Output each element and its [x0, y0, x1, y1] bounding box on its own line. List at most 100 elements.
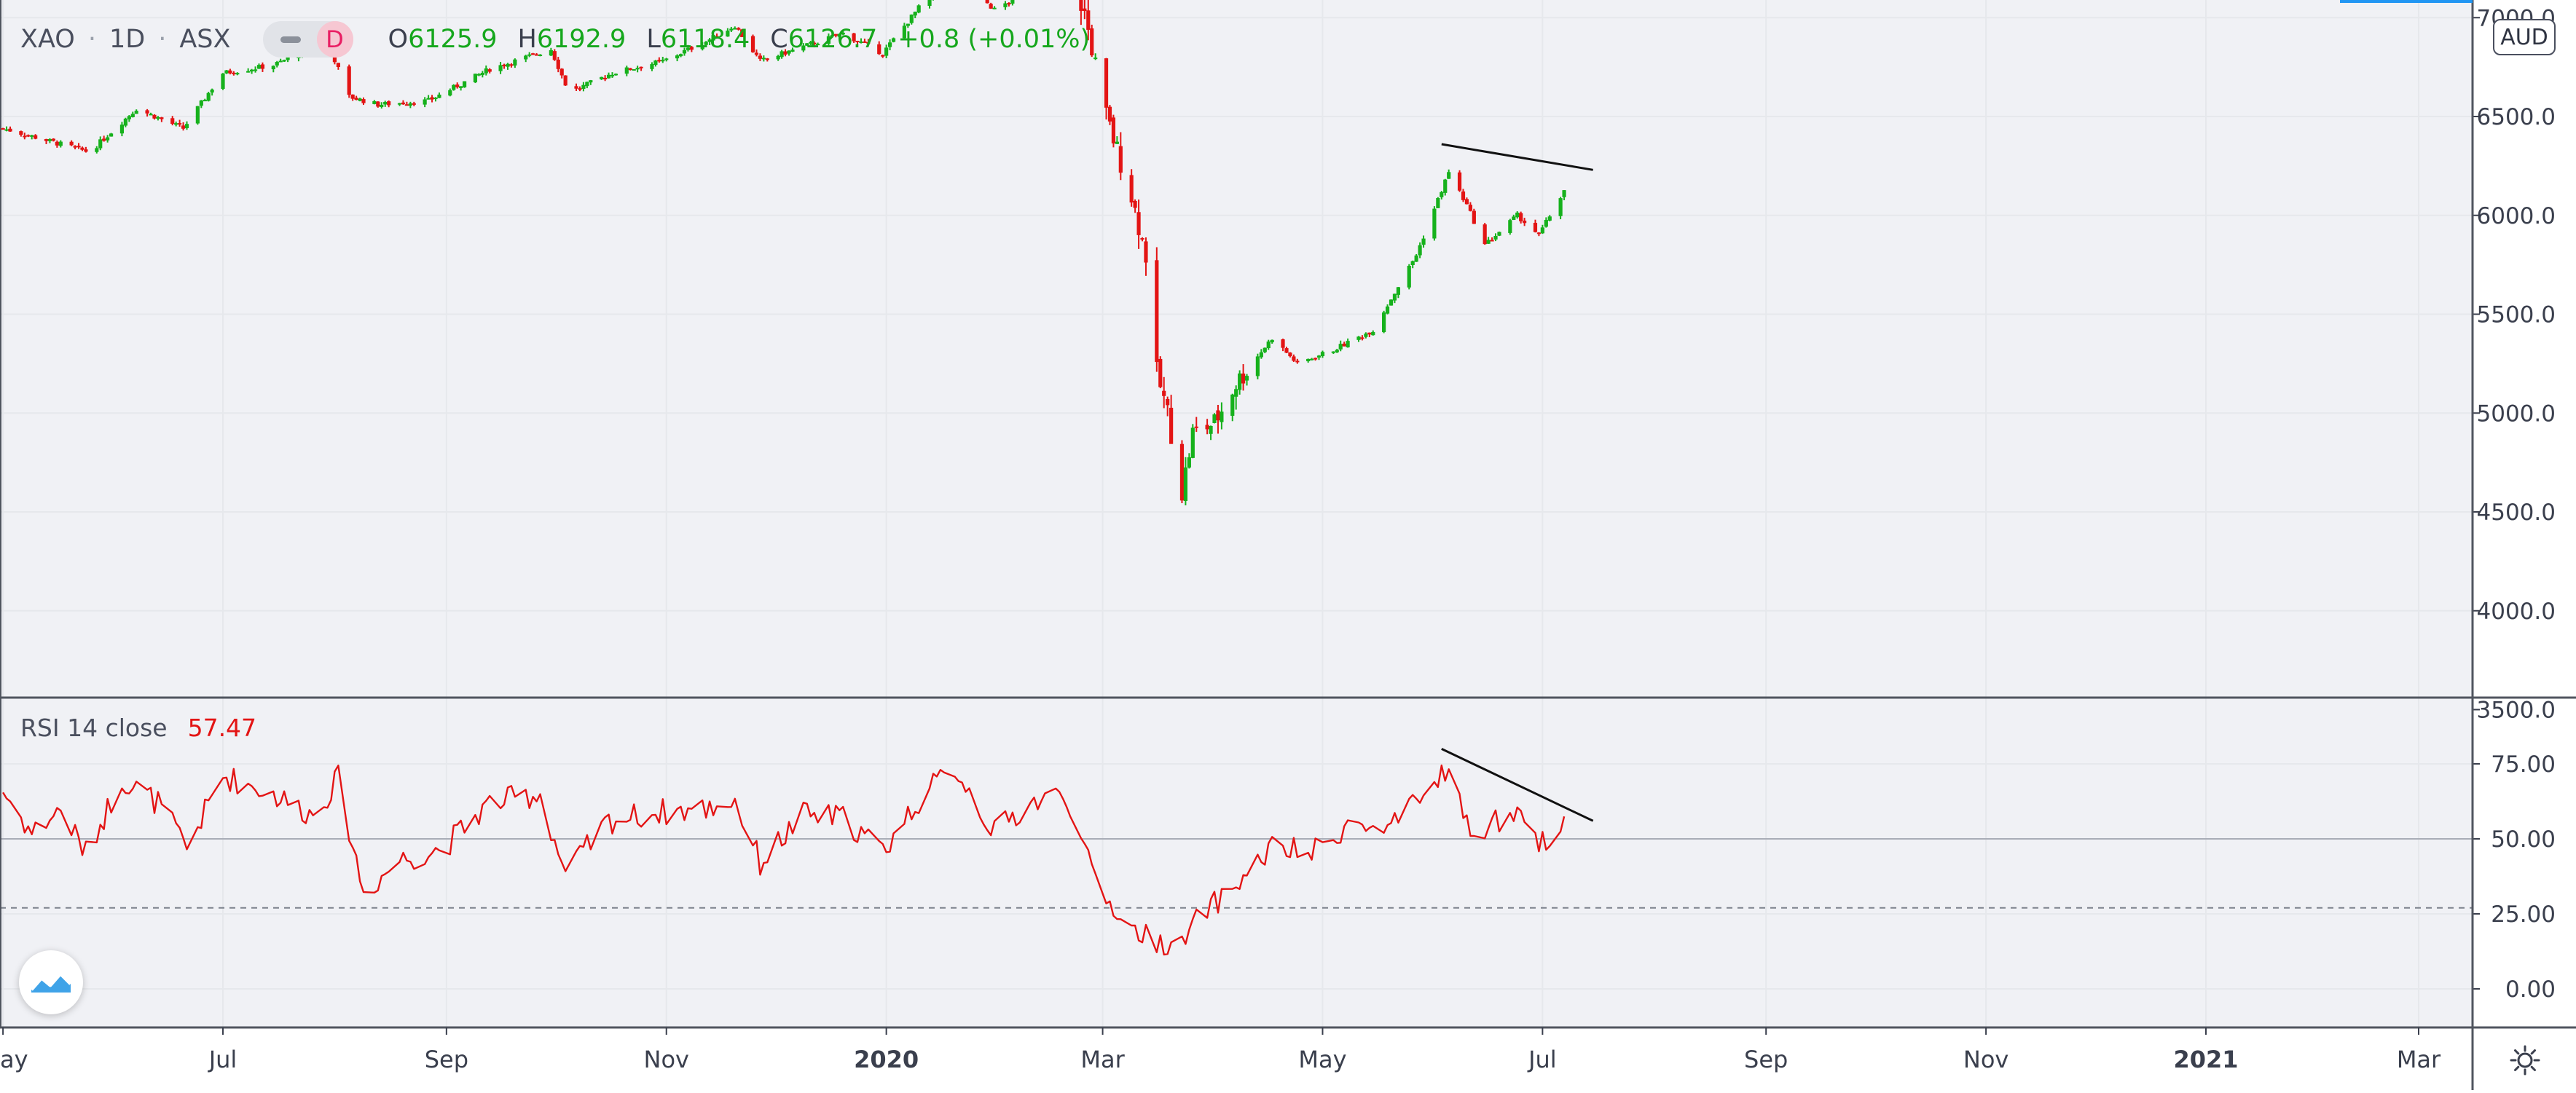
candle-body[interactable]	[408, 103, 412, 106]
candle-body[interactable]	[278, 60, 283, 63]
candle-body[interactable]	[1515, 212, 1520, 218]
candle-body[interactable]	[816, 44, 820, 46]
candle-body[interactable]	[47, 139, 52, 141]
candle-body[interactable]	[433, 98, 438, 100]
candle-body[interactable]	[664, 58, 669, 60]
candle-body[interactable]	[1281, 339, 1285, 348]
candle-body[interactable]	[235, 73, 240, 75]
candle-body[interactable]	[1335, 350, 1339, 352]
candle-body[interactable]	[404, 104, 409, 106]
candle-body[interactable]	[877, 44, 881, 55]
candle-body[interactable]	[256, 65, 262, 69]
gear-icon[interactable]	[2506, 1041, 2544, 1079]
candle-body[interactable]	[1418, 245, 1422, 256]
interval-badge[interactable]: D	[316, 21, 353, 58]
candle-body[interactable]	[84, 149, 88, 152]
candle-body[interactable]	[286, 57, 290, 60]
candle-body[interactable]	[1483, 224, 1487, 245]
candle-body[interactable]	[1414, 255, 1418, 262]
candle-body[interactable]	[1144, 241, 1148, 263]
candle-body[interactable]	[556, 59, 560, 69]
candle-body[interactable]	[1093, 58, 1098, 60]
candle-body[interactable]	[455, 84, 460, 87]
candle-body[interactable]	[1238, 373, 1242, 390]
candle-body[interactable]	[632, 69, 636, 71]
candle-body[interactable]	[487, 69, 492, 72]
candle-body[interactable]	[358, 98, 362, 101]
candle-body[interactable]	[992, 7, 997, 9]
candle-body[interactable]	[686, 47, 691, 50]
candle-body[interactable]	[574, 86, 578, 89]
candle-body[interactable]	[69, 141, 74, 146]
candle-body[interactable]	[859, 42, 863, 44]
candle-body[interactable]	[1284, 348, 1289, 353]
candle-body[interactable]	[704, 42, 708, 45]
candle-body[interactable]	[401, 102, 406, 105]
candle-body[interactable]	[1136, 212, 1141, 235]
candle-body[interactable]	[578, 88, 582, 90]
candle-body[interactable]	[34, 135, 38, 139]
candle-body[interactable]	[790, 50, 795, 52]
candle-body[interactable]	[473, 74, 478, 83]
candle-body[interactable]	[624, 67, 629, 74]
candle-body[interactable]	[1519, 213, 1523, 221]
candle-body[interactable]	[1292, 356, 1296, 361]
candle-body[interactable]	[1162, 390, 1166, 396]
rsi-line[interactable]	[2, 764, 1566, 956]
candle-body[interactable]	[430, 97, 434, 100]
candle-body[interactable]	[1194, 426, 1198, 428]
price-pane[interactable]	[0, 0, 2473, 697]
candle-body[interactable]	[906, 23, 910, 26]
rsi-pane[interactable]	[0, 698, 2473, 1027]
candle-body[interactable]	[95, 148, 99, 152]
candle-body[interactable]	[1266, 342, 1271, 349]
candle-body[interactable]	[1104, 58, 1109, 108]
candle-body[interactable]	[1512, 216, 1516, 221]
candle-body[interactable]	[484, 68, 488, 74]
candle-body[interactable]	[152, 114, 157, 119]
candle-body[interactable]	[1133, 200, 1137, 208]
candle-body[interactable]	[271, 66, 275, 70]
candle-body[interactable]	[1086, 10, 1091, 30]
candle-body[interactable]	[1216, 410, 1220, 421]
candle-body[interactable]	[639, 66, 643, 68]
candle-body[interactable]	[1440, 192, 1444, 197]
candle-body[interactable]	[1457, 172, 1462, 191]
candle-body[interactable]	[1432, 208, 1437, 239]
legend-interval[interactable]: 1D	[109, 25, 146, 54]
candle-body[interactable]	[383, 101, 388, 105]
candle-body[interactable]	[509, 64, 514, 66]
candle-body[interactable]	[426, 98, 431, 100]
candle-body[interactable]	[448, 90, 452, 96]
candle-body[interactable]	[884, 47, 889, 56]
candle-body[interactable]	[178, 123, 182, 125]
candle-body[interactable]	[423, 99, 427, 105]
candle-body[interactable]	[498, 65, 503, 71]
candle-body[interactable]	[585, 82, 589, 87]
candle-body[interactable]	[1342, 343, 1346, 347]
candle-body[interactable]	[336, 63, 340, 67]
candle-body[interactable]	[1346, 341, 1350, 347]
candle-body[interactable]	[174, 123, 178, 125]
candle-body[interactable]	[206, 92, 211, 101]
candle-body[interactable]	[1212, 414, 1217, 423]
candle-body[interactable]	[1205, 425, 1209, 430]
candle-body[interactable]	[1436, 197, 1440, 208]
candle-body[interactable]	[761, 58, 766, 60]
candle-body[interactable]	[841, 32, 845, 35]
candle-body[interactable]	[1288, 352, 1292, 357]
candle-body[interactable]	[106, 137, 110, 141]
candle-body[interactable]	[232, 72, 236, 74]
candle-body[interactable]	[1190, 427, 1195, 458]
candle-body[interactable]	[726, 31, 730, 37]
candle-body[interactable]	[184, 124, 189, 128]
candle-body[interactable]	[715, 36, 719, 38]
candle-body[interactable]	[689, 47, 694, 50]
candle-body[interactable]	[780, 51, 784, 58]
candle-body[interactable]	[459, 86, 463, 88]
candle-body[interactable]	[476, 74, 481, 76]
candle-body[interactable]	[1338, 344, 1343, 350]
currency-badge[interactable]: AUD	[2493, 19, 2556, 55]
candle-body[interactable]	[1306, 358, 1311, 362]
